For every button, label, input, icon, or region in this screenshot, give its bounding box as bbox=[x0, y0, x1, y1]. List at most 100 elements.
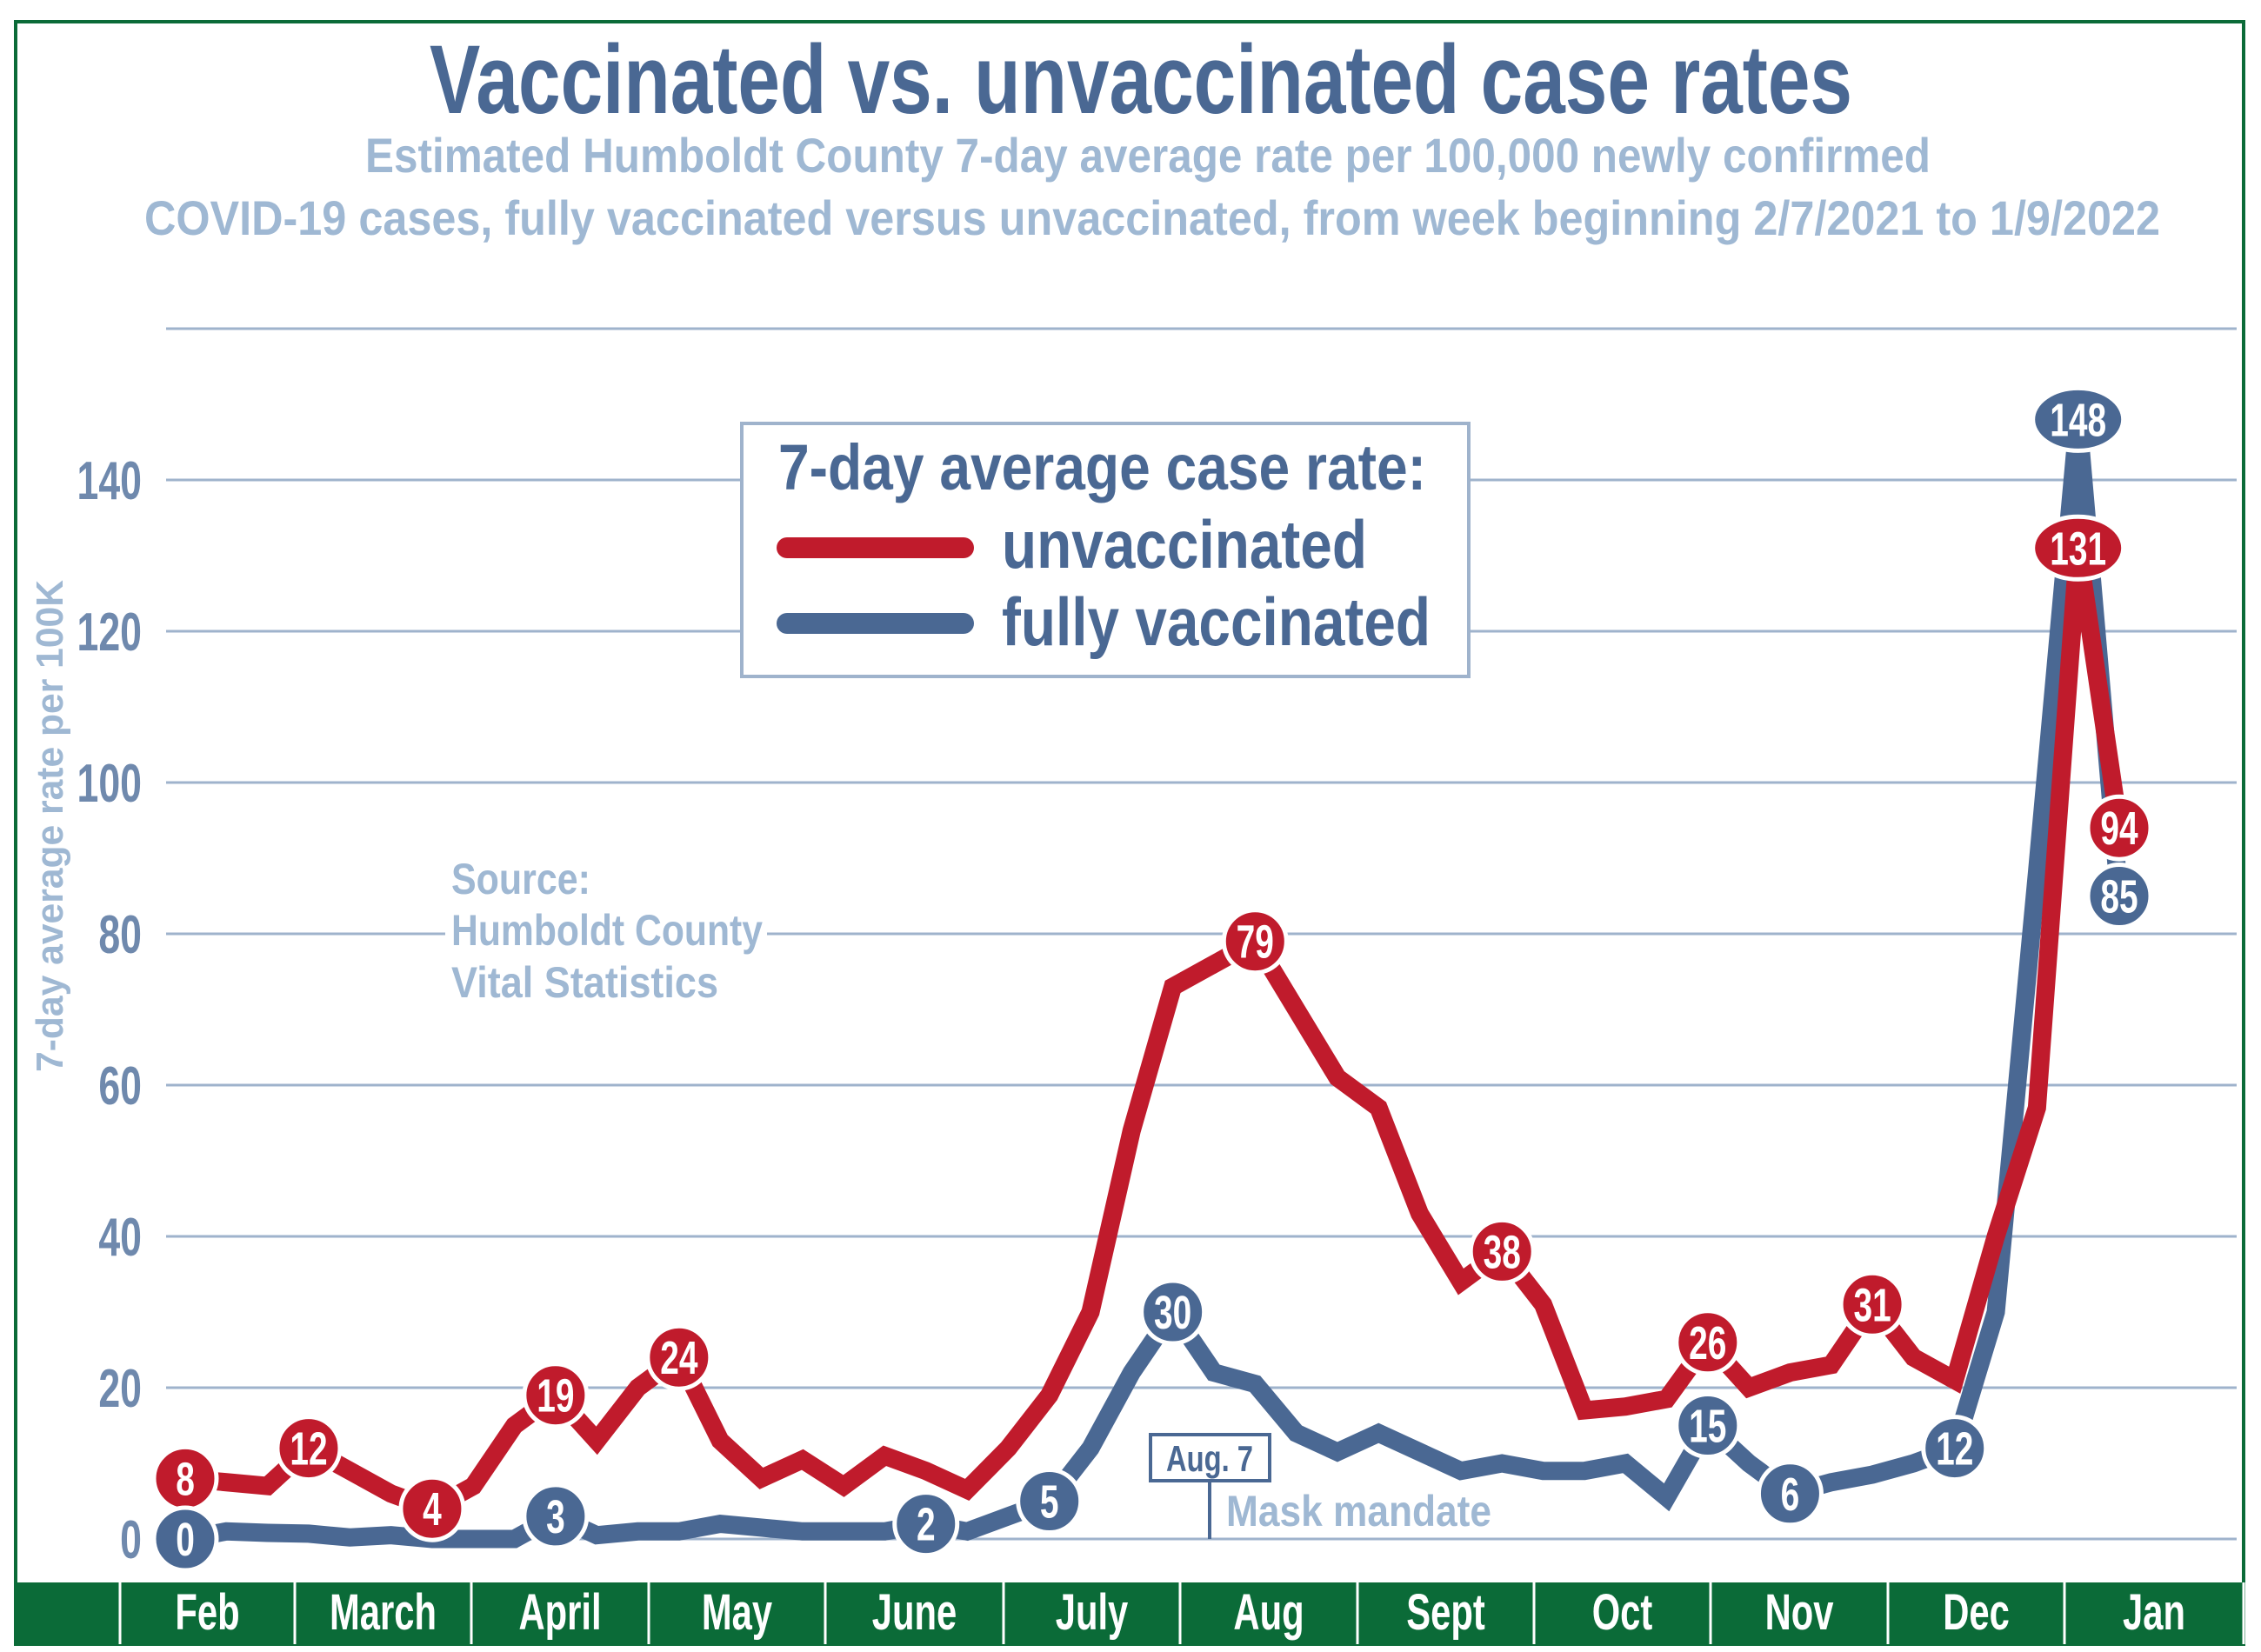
data-label: 31 bbox=[1838, 1270, 1906, 1338]
chart-subtitle-line1: Estimated Humboldt County 7-day average … bbox=[365, 128, 1931, 183]
data-label-marker bbox=[275, 1415, 343, 1482]
data-label-marker bbox=[1139, 1278, 1207, 1346]
data-label-text: 3 bbox=[546, 1490, 565, 1543]
y-tick-label: 40 bbox=[98, 1208, 142, 1268]
mask-mandate-annotation: Aug. 7 Mask mandate bbox=[1149, 1433, 1491, 1539]
data-label: 131 bbox=[2031, 514, 2126, 582]
data-label-marker bbox=[1674, 1392, 1742, 1459]
data-label-marker bbox=[1756, 1460, 1824, 1528]
y-tick-label: 60 bbox=[98, 1056, 142, 1116]
month-label: April bbox=[518, 1583, 601, 1640]
y-tick-label: 0 bbox=[120, 1510, 142, 1570]
y-tick-label: 20 bbox=[98, 1359, 142, 1419]
data-label: 85 bbox=[2085, 863, 2153, 929]
data-label: 8 bbox=[151, 1444, 219, 1512]
data-label-marker bbox=[892, 1490, 960, 1558]
data-label-text: 94 bbox=[2100, 802, 2138, 855]
month-label: March bbox=[330, 1583, 437, 1640]
data-label-text: 31 bbox=[1853, 1278, 1891, 1331]
data-label-text: 24 bbox=[660, 1331, 697, 1384]
data-label: 26 bbox=[1674, 1309, 1742, 1376]
data-label: 5 bbox=[1016, 1468, 1084, 1535]
data-label-text: 12 bbox=[290, 1422, 327, 1475]
legend: 7-day average case rate: unvaccinated fu… bbox=[740, 422, 1471, 678]
data-label: 0 bbox=[151, 1505, 219, 1573]
data-label: 12 bbox=[1921, 1415, 1989, 1482]
data-label-marker bbox=[1674, 1309, 1742, 1376]
data-label-text: 5 bbox=[1040, 1475, 1059, 1528]
data-label-text: 19 bbox=[537, 1369, 574, 1422]
y-tick-label: 120 bbox=[77, 603, 142, 663]
legend-label-vaccinated: fully vaccinated bbox=[1002, 583, 1431, 660]
data-label: 79 bbox=[1221, 908, 1289, 976]
data-label-marker bbox=[1921, 1415, 1989, 1482]
month-label: Jan bbox=[2123, 1583, 2185, 1640]
y-tick-label: 140 bbox=[77, 451, 142, 511]
legend-title: 7-day average case rate: bbox=[778, 431, 1426, 503]
legend-label-unvaccinated: unvaccinated bbox=[1002, 506, 1367, 583]
mandate-date-box bbox=[1149, 1433, 1271, 1482]
source-line1: Source: bbox=[451, 855, 590, 903]
data-label-text: 8 bbox=[176, 1452, 195, 1505]
data-label-text: 6 bbox=[1781, 1467, 1800, 1520]
y-tick-label: 100 bbox=[77, 754, 142, 814]
data-label-text: 148 bbox=[2050, 393, 2106, 446]
data-label: 3 bbox=[522, 1482, 590, 1550]
y-tick-label: 80 bbox=[98, 905, 142, 965]
data-label: 19 bbox=[522, 1362, 590, 1429]
month-band-bg bbox=[16, 1582, 2244, 1644]
data-label-text: 79 bbox=[1237, 915, 1274, 968]
month-label: May bbox=[702, 1583, 772, 1640]
y-axis-ticks: 0 20 40 60 80 100 120 140 bbox=[77, 451, 142, 1570]
data-label: 12 bbox=[275, 1415, 343, 1482]
data-label-marker bbox=[2031, 514, 2126, 582]
data-label-marker bbox=[398, 1475, 466, 1542]
data-label-text: 30 bbox=[1154, 1286, 1191, 1339]
chart-title: Vaccinated vs. unvaccinated case rates bbox=[430, 25, 1852, 134]
month-label: Sept bbox=[1406, 1583, 1485, 1640]
data-label: 94 bbox=[2085, 794, 2153, 862]
data-label-marker bbox=[1221, 908, 1289, 976]
month-label: June bbox=[872, 1583, 957, 1640]
y-axis-label: 7-day average rate per 100K bbox=[29, 580, 71, 1072]
data-label-text: 4 bbox=[423, 1482, 442, 1535]
month-label: July bbox=[1056, 1583, 1129, 1640]
series-line-unvaccinated bbox=[184, 546, 2129, 1519]
data-label-marker bbox=[1016, 1468, 1084, 1535]
month-band: Feb March April May June July Aug Sept Oct Nov Dec… bbox=[16, 1582, 2245, 1644]
data-label: 15 bbox=[1674, 1392, 1742, 1459]
data-label-marker bbox=[2085, 794, 2153, 862]
data-label-marker bbox=[1468, 1217, 1536, 1285]
data-label-text: 26 bbox=[1689, 1316, 1726, 1369]
data-label: 30 bbox=[1139, 1278, 1207, 1346]
data-label-marker bbox=[522, 1482, 590, 1550]
data-label-marker bbox=[1838, 1270, 1906, 1338]
data-label: 4 bbox=[398, 1475, 466, 1542]
data-label-text: 12 bbox=[1936, 1422, 1973, 1475]
data-label-marker bbox=[2085, 863, 2153, 929]
month-label: Feb bbox=[175, 1583, 239, 1640]
chart-subtitle-line2: COVID-19 cases, fully vaccinated versus … bbox=[144, 190, 2160, 245]
data-label-text: 38 bbox=[1484, 1225, 1521, 1278]
data-labels: 8 12 4 19 24 79 38 26 31 131 94 0 3 2 5 30 15 6 12 148 85 bbox=[151, 385, 2153, 1573]
source-line3: Vital Statistics bbox=[451, 958, 718, 1007]
data-label-text: 15 bbox=[1689, 1399, 1726, 1452]
source-line2: Humboldt County bbox=[451, 906, 763, 955]
data-label-marker bbox=[522, 1362, 590, 1429]
data-label-text: 131 bbox=[2050, 522, 2106, 575]
month-label: Aug bbox=[1233, 1583, 1304, 1640]
data-label: 2 bbox=[892, 1490, 960, 1558]
source-note: Source: Humboldt County Vital Statistics bbox=[445, 855, 767, 1009]
data-label: 6 bbox=[1756, 1460, 1824, 1528]
data-label-marker bbox=[151, 1505, 219, 1573]
chart-frame bbox=[14, 20, 2245, 1646]
data-label-text: 0 bbox=[176, 1513, 195, 1566]
mandate-date: Aug. 7 bbox=[1166, 1438, 1253, 1479]
data-label: 148 bbox=[2031, 385, 2126, 453]
data-label: 38 bbox=[1468, 1217, 1536, 1285]
data-label-marker bbox=[2031, 385, 2126, 453]
month-label: Dec bbox=[1943, 1583, 2010, 1640]
month-label: Nov bbox=[1765, 1583, 1834, 1640]
data-label-text: 85 bbox=[2100, 869, 2138, 923]
